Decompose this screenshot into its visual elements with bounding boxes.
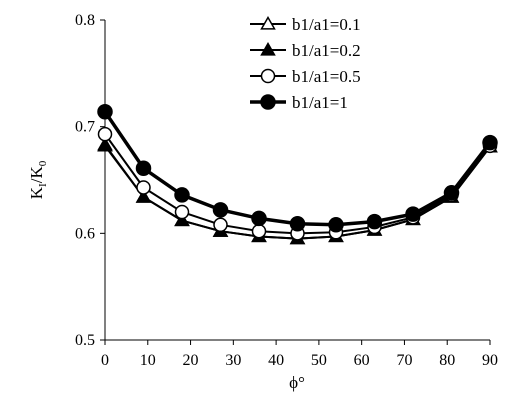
y-axis-title: KI/K0 [27, 160, 49, 199]
x-tick-label: 30 [225, 352, 241, 369]
x-tick-label: 90 [482, 352, 498, 369]
y-axis-title-sub1: I [37, 183, 49, 187]
circle-filled-marker [260, 94, 276, 110]
series-4 [97, 103, 498, 233]
circle-open-marker [136, 180, 151, 195]
x-tick-label: 70 [396, 352, 412, 369]
x-tick-label: 60 [354, 352, 370, 369]
y-tick-label: 0.8 [75, 12, 95, 29]
circle-open-marker [213, 217, 228, 233]
triangle-filled-marker [260, 41, 276, 56]
triangle-filled-marker [174, 212, 190, 227]
circle-open-marker [260, 68, 276, 84]
legend-item: b1/a1=0.2 [250, 41, 361, 60]
circle-filled-marker [174, 187, 190, 203]
circle-filled-marker [97, 103, 113, 120]
circle-filled-marker [135, 160, 152, 177]
circle-filled-marker [289, 215, 306, 232]
legend-item: b1/a1=0.5 [250, 67, 361, 86]
x-tick-label: 50 [311, 352, 327, 369]
circle-open-marker [251, 223, 267, 239]
y-tick-label: 0.6 [75, 225, 95, 242]
legend-item: b1/a1=1 [250, 93, 348, 112]
series-group [97, 103, 498, 245]
x-axis-title: ϕ° [289, 373, 305, 392]
legend: b1/a1=0.1 b1/a1=0.2 b1/a1=0.5 b1/a1=1 [250, 15, 361, 112]
circle-filled-marker [443, 185, 460, 201]
y-axis-title-mid: /K [27, 166, 46, 184]
circle-open-marker [174, 204, 190, 220]
x-tick-label: 0 [101, 352, 109, 369]
legend-label: b1/a1=0.5 [292, 67, 361, 86]
y-tick-label: 0.7 [75, 119, 95, 136]
y-ticks: 0.5 0.6 0.7 0.8 [75, 12, 105, 349]
x-tick-label: 10 [140, 352, 156, 369]
x-tick-label: 20 [183, 352, 199, 369]
legend-label: b1/a1=0.2 [292, 41, 361, 60]
circle-filled-marker [405, 206, 421, 222]
axes [104, 20, 490, 341]
circle-filled-marker [328, 217, 344, 233]
triangle-open-marker [260, 15, 276, 30]
y-axis-title-main: K [27, 186, 46, 199]
circle-filled-marker [251, 210, 267, 227]
x-tick-label: 80 [439, 352, 455, 369]
x-tick-label: 40 [268, 352, 284, 369]
x-ticks: 0 10 20 30 40 50 60 70 80 90 [101, 340, 498, 369]
legend-item: b1/a1=0.1 [250, 15, 361, 34]
y-axis-title-sub2: 0 [37, 160, 49, 166]
y-tick-label: 0.5 [75, 332, 95, 349]
circle-filled-marker [212, 202, 229, 218]
triangle-filled-marker [97, 137, 113, 152]
circle-open-marker [97, 126, 113, 142]
triangle-filled-marker [135, 189, 152, 203]
legend-label: b1/a1=0.1 [292, 15, 361, 34]
circle-filled-marker [482, 134, 498, 151]
circle-filled-marker [366, 213, 383, 230]
legend-label: b1/a1=1 [292, 93, 348, 112]
